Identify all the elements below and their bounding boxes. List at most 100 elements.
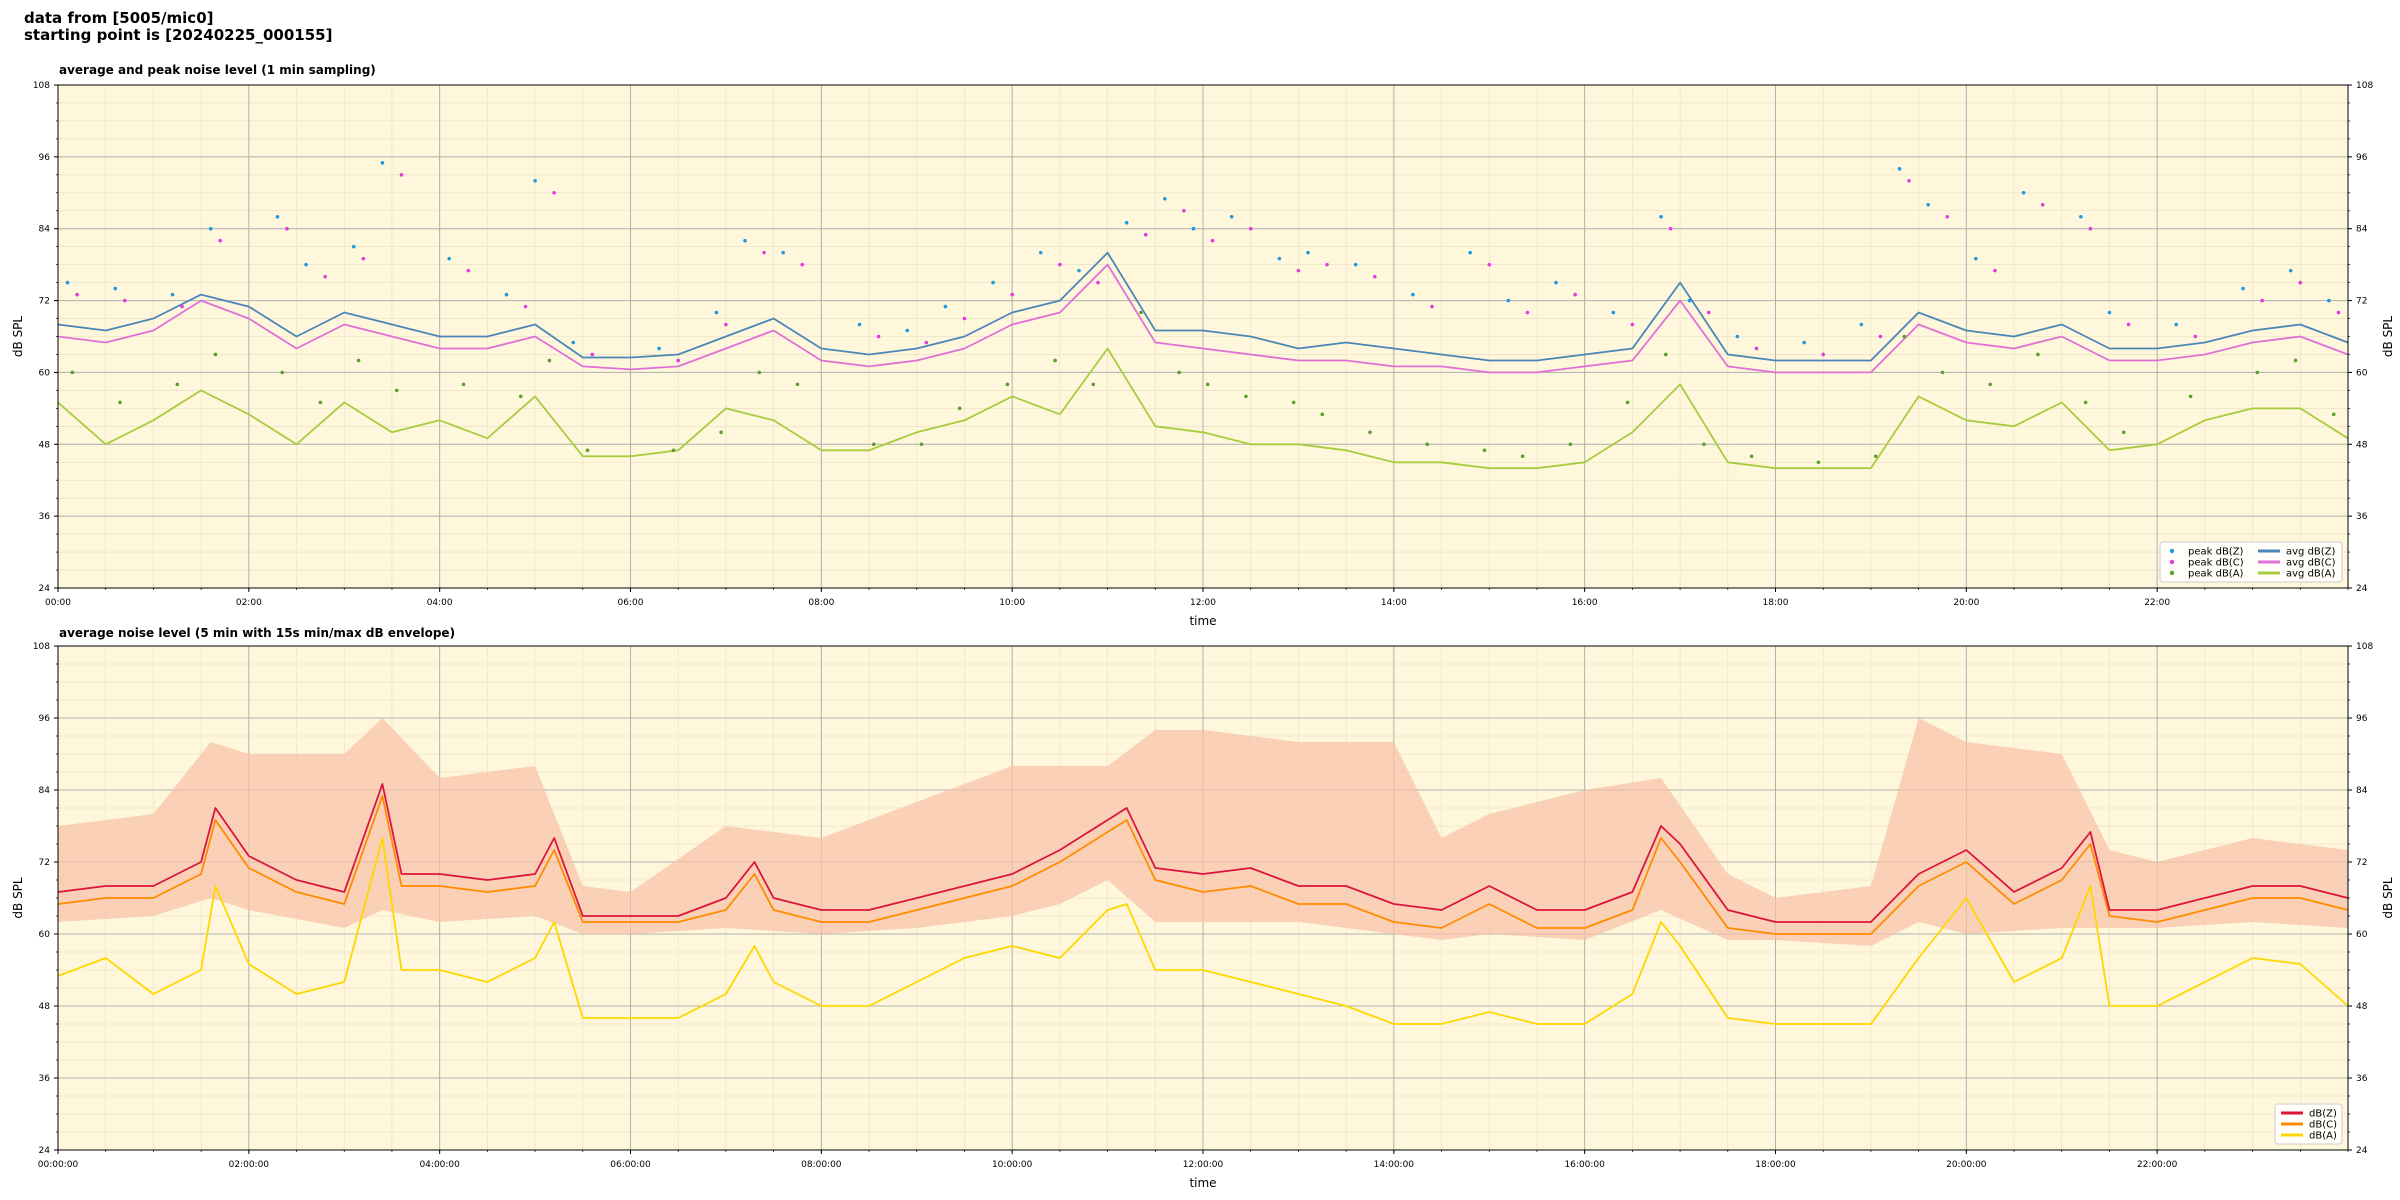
chart1-point-peak_c: [2260, 298, 2264, 303]
chart1-ytick-label-right: 108: [2356, 81, 2373, 91]
chart2-xtick-label: 12:00:00: [1183, 1160, 1224, 1170]
chart1-point-peak_a: [1482, 448, 1487, 453]
chart1-point-peak_a: [1873, 454, 1878, 459]
chart2-xtick-label: 08:00:00: [801, 1160, 842, 1170]
chart1-ytick-label-left: 84: [39, 225, 51, 235]
chart1-point-peak_a: [1663, 352, 1668, 357]
chart1-point-peak_z: [380, 161, 385, 165]
chart2-ytick-label-right: 108: [2356, 642, 2373, 652]
chart1-point-peak_c: [2336, 310, 2341, 315]
chart2-xtick-label: 00:00:00: [38, 1160, 79, 1170]
chart1-point-peak_z: [1802, 340, 1806, 345]
chart2-xlabel: time: [1189, 1176, 1216, 1190]
chart1-xtick-label: 04:00: [427, 598, 453, 608]
chart1-point-peak_z: [304, 262, 308, 267]
legend-marker-peak_c: [2169, 559, 2175, 565]
legend-label-peak_c: peak dB(C): [2188, 558, 2244, 569]
chart1-point-peak_a: [1749, 454, 1754, 459]
chart1-point-peak_c: [1210, 238, 1215, 243]
legend-label-c: dB(C): [2309, 1120, 2337, 1131]
chart1-point-peak_a: [1244, 394, 1248, 399]
chart1-point-peak_z: [2241, 286, 2245, 291]
chart1-point-peak_c: [1754, 346, 1759, 351]
chart1-point-peak_c: [1525, 310, 1530, 315]
header-start: starting point is [20240225_000155]: [24, 26, 333, 44]
chart2-xtick-label: 02:00:00: [229, 1160, 270, 1170]
chart1-point-peak_a: [1568, 442, 1573, 447]
chart2-title: average noise level (5 min with 15s min/…: [59, 626, 456, 640]
chart1-point-peak_z: [657, 346, 661, 351]
chart1-point-peak_z: [2174, 322, 2179, 327]
chart1-point-peak_c: [75, 292, 79, 297]
chart1-point-peak_z: [1353, 262, 1358, 267]
chart2-ytick-label-right: 72: [2356, 858, 2367, 868]
chart1-point-peak_c: [1248, 226, 1253, 231]
chart1-point-peak_a: [872, 442, 876, 447]
chart2-xtick-label: 14:00:00: [1374, 1160, 1415, 1170]
chart1-ylabel-left: dB SPL: [11, 316, 25, 358]
chart1-ytick-label-right: 60: [2356, 368, 2368, 378]
chart1-point-peak_z: [1687, 298, 1692, 303]
chart1-point-peak_z: [571, 340, 576, 345]
chart2-ylabel-right: dB SPL: [2381, 877, 2395, 919]
chart1-point-peak_a: [1625, 400, 1630, 405]
chart1-point-peak_z: [2327, 298, 2331, 303]
chart1-point-peak_z: [1611, 310, 1616, 315]
chart1-point-peak_z: [857, 322, 862, 327]
chart1-point-peak_a: [757, 370, 762, 375]
chart1-point-peak_a: [1816, 460, 1821, 465]
chart1-line-avg_z: [57, 251, 2349, 362]
legend-label-avg_c: avg dB(C): [2286, 558, 2336, 569]
chart2-line-c: [57, 795, 2349, 935]
chart1-xtick-label: 14:00: [1381, 598, 1407, 608]
header-source: data from [5005/mic0]: [24, 9, 214, 27]
chart1-point-peak_z: [65, 280, 70, 285]
chart1-point-peak_c: [924, 340, 929, 345]
chart1-point-peak_a: [1291, 400, 1296, 405]
chart1-ytick-label-right: 72: [2356, 297, 2367, 307]
chart1-point-peak_a: [1177, 370, 1181, 375]
chart1-point-peak_a: [2188, 394, 2193, 399]
chart1-point-peak_a: [795, 382, 800, 387]
chart1-point-peak_c: [1945, 214, 1950, 219]
chart1-point-peak_a: [671, 448, 676, 453]
chart1-point-peak_z: [781, 250, 785, 255]
chart1-point-peak_a: [118, 400, 122, 405]
chart1-point-peak_a: [2121, 430, 2126, 435]
chart2-ytick-label-left: 72: [39, 858, 50, 868]
chart1-ytick-label-left: 36: [39, 512, 51, 522]
chart1-line-avg_a: [57, 347, 2349, 470]
chart2-legend: dB(Z)dB(C)dB(A): [2274, 1103, 2343, 1145]
chart2-xtick-label: 06:00:00: [610, 1160, 651, 1170]
chart1-point-peak_z: [1229, 214, 1234, 219]
chart2-xtick-label: 22:00:00: [2137, 1160, 2178, 1170]
chart1-ytick-label-right: 84: [2356, 225, 2368, 235]
chart1-point-peak_a: [356, 358, 361, 363]
chart1-xtick-label: 22:00: [2144, 598, 2170, 608]
chart1-point-peak_a: [461, 382, 466, 387]
chart1-point-peak_c: [1143, 232, 1148, 237]
chart1-point-peak_a: [2036, 352, 2040, 357]
chart1-point-peak_c: [762, 250, 766, 255]
chart1-point-peak_c: [676, 358, 681, 363]
chart1-point-peak_c: [1668, 226, 1673, 231]
chart2-ytick-label-left: 36: [39, 1074, 51, 1084]
chart1-title: average and peak noise level (1 min samp…: [59, 63, 376, 77]
chart2-xtick-label: 10:00:00: [992, 1160, 1033, 1170]
chart1-point-peak_a: [1005, 382, 1010, 387]
legend-label-peak_a: peak dB(A): [2188, 569, 2244, 580]
chart1-point-peak_z: [2107, 310, 2112, 315]
chart2-ytick-label-right: 96: [2356, 714, 2368, 724]
chart1-point-peak_z: [1506, 298, 1511, 303]
chart2-ylabel-left: dB SPL: [11, 877, 25, 919]
chart1-point-peak_c: [876, 334, 881, 339]
chart1-point-peak_z: [1277, 256, 1282, 261]
chart1-point-peak_c: [1993, 268, 1997, 273]
chart1-point-peak_a: [213, 352, 218, 357]
chart1-point-peak_c: [1487, 262, 1492, 267]
chart1-point-peak_a: [70, 370, 75, 375]
chart2-ytick-label-left: 24: [39, 1146, 51, 1156]
chart1-point-peak_z: [170, 292, 175, 297]
chart1-point-peak_z: [1859, 322, 1864, 327]
